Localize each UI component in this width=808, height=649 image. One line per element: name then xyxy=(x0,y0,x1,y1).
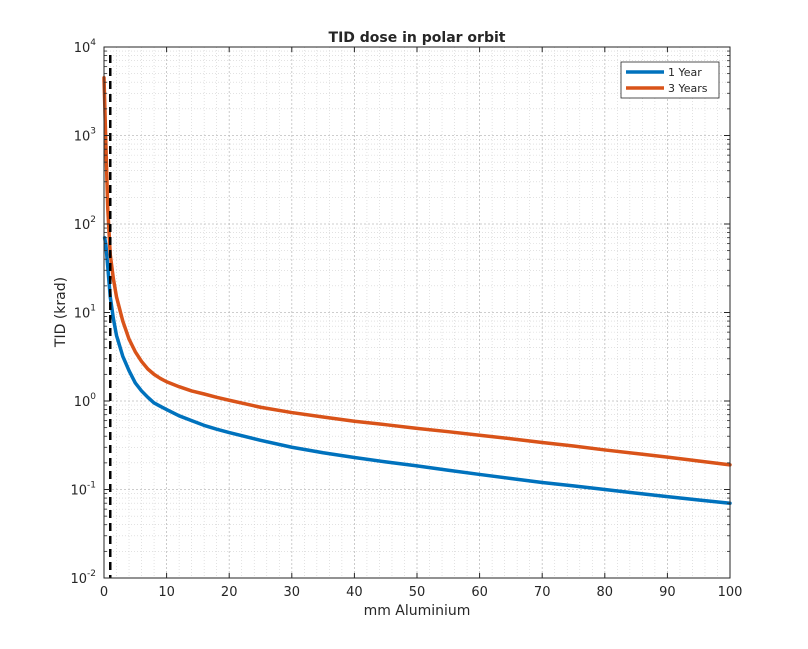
x-tick-labels: 0 10 20 30 40 50 60 70 80 90 100 xyxy=(100,585,743,600)
x-tick-label: 40 xyxy=(346,585,363,600)
x-tick-label: 60 xyxy=(471,585,488,600)
legend-box xyxy=(620,61,720,99)
x-tick-label: 90 xyxy=(659,585,676,600)
y-tick-label: 101 xyxy=(74,304,96,322)
x-tick-label: 10 xyxy=(158,585,175,600)
y-tick-label: 104 xyxy=(74,38,97,56)
major-grid xyxy=(104,47,730,578)
legend-label-1-year: 1 Year xyxy=(668,66,702,79)
x-tick-label: 0 xyxy=(100,585,108,600)
series-line-3-years xyxy=(102,75,732,467)
x-tick-label: 20 xyxy=(221,585,238,600)
x-tick-label: 50 xyxy=(409,585,426,600)
series-line-1-year xyxy=(102,235,732,505)
y-tick-label: 102 xyxy=(74,215,96,233)
x-axis-label: mm Aluminium xyxy=(364,603,471,619)
y-tick-label: 10-2 xyxy=(70,569,96,587)
y-tick-label: 100 xyxy=(74,392,97,410)
y-tick-label: 103 xyxy=(74,127,96,145)
legend: 1 Year 3 Years xyxy=(620,61,720,99)
x-tick-label: 70 xyxy=(534,585,551,600)
series-layer xyxy=(102,75,732,505)
y-tick-label: 10-1 xyxy=(70,481,96,499)
x-tick-label: 80 xyxy=(597,585,614,600)
y-axis-label: TID (krad) xyxy=(53,277,69,348)
tick-marks xyxy=(103,46,731,579)
x-tick-label: 30 xyxy=(284,585,301,600)
chart-title: TID dose in polar orbit xyxy=(329,30,506,46)
x-tick-label: 100 xyxy=(718,585,743,600)
legend-label-3-years: 3 Years xyxy=(668,82,708,95)
y-tick-labels: 10-2 10-1 100 101 102 103 104 xyxy=(70,38,96,587)
